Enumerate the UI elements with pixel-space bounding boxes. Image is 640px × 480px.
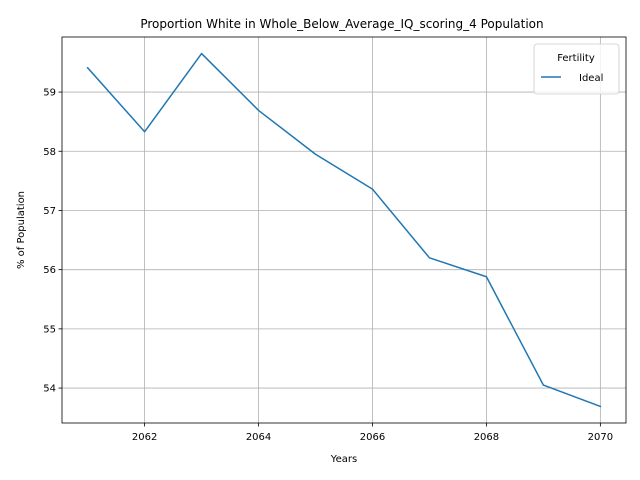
y-tick-label: 55 [43,324,56,335]
x-tick-label: 2066 [360,432,385,443]
x-axis-label: Years [330,454,357,465]
series-layer [86,52,602,408]
y-tick-label: 57 [43,206,56,217]
y-tick-label: 54 [43,384,56,395]
chart-title: Proportion White in Whole_Below_Average_… [140,17,543,31]
y-tick-label: 59 [43,88,56,99]
legend-title: Fertility [557,53,595,64]
x-tick-label: 2068 [474,432,499,443]
series-line-ideal [86,52,602,408]
plot-area: 2062 2064 2066 2068 2070 54 55 56 57 58 59 [43,36,627,443]
x-tick-label: 2062 [132,432,157,443]
y-tick-label: 56 [43,265,56,276]
x-tick-label: 2070 [588,432,613,443]
legend-box [533,43,620,95]
x-tick-label: 2064 [246,432,271,443]
legend: Fertility Ideal [533,43,620,95]
y-axis-label: % of Population [16,191,27,269]
grid [62,37,626,423]
ticks: 2062 2064 2066 2068 2070 54 55 56 57 58 59 [43,88,613,443]
plot-frame [61,36,627,424]
legend-entry-ideal: Ideal [579,73,603,84]
y-tick-label: 58 [43,147,56,158]
